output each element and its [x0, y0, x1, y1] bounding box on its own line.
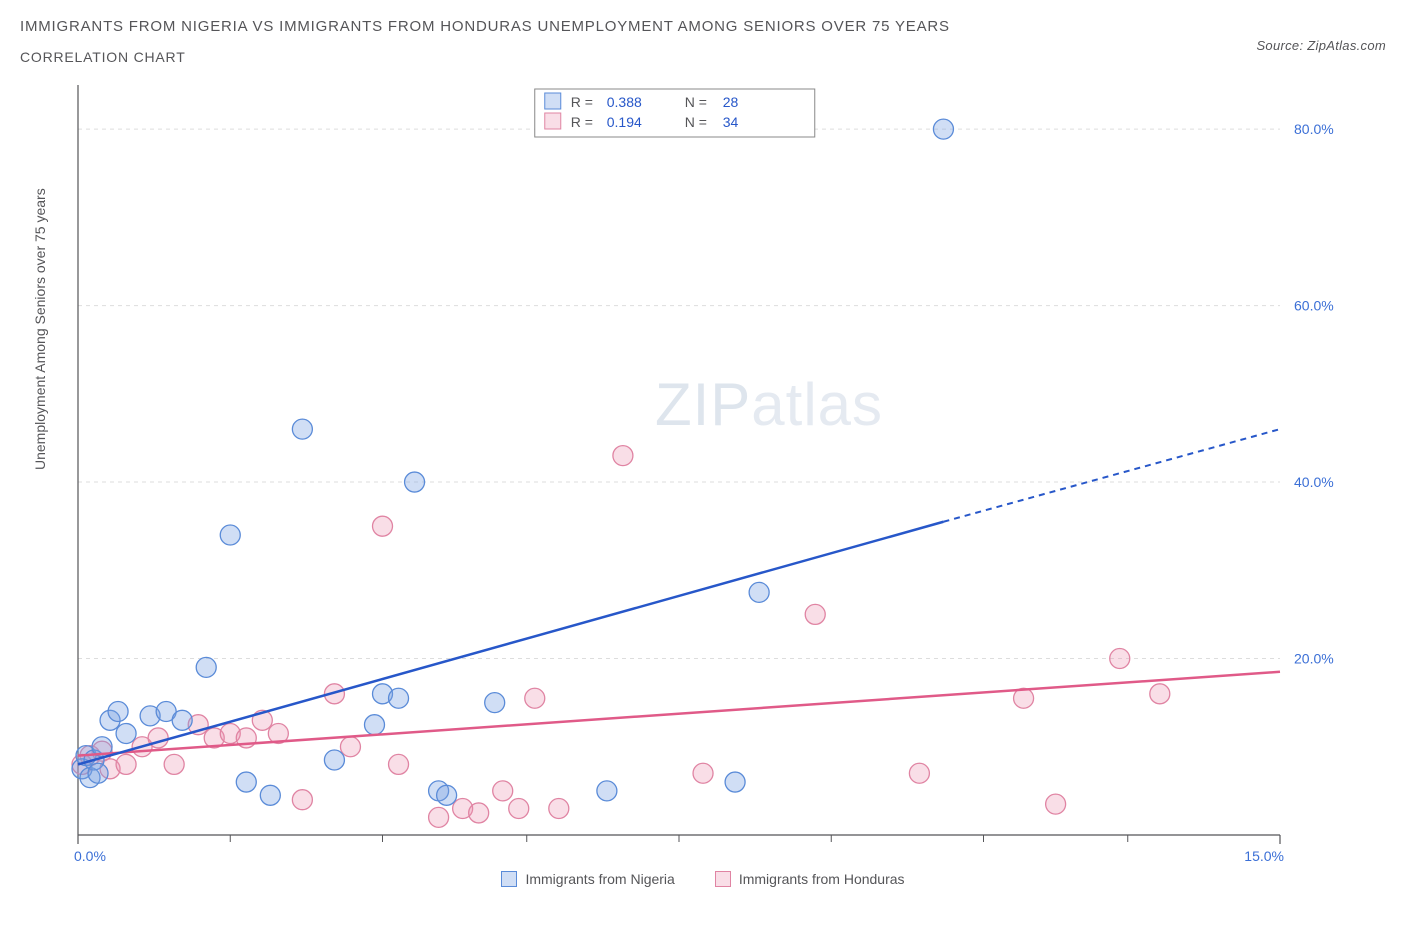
svg-text:34: 34	[723, 114, 739, 130]
legend-item-nigeria: Immigrants from Nigeria	[501, 871, 674, 887]
svg-text:N =: N =	[685, 94, 707, 110]
svg-text:15.0%: 15.0%	[1244, 848, 1284, 864]
legend-item-honduras: Immigrants from Honduras	[715, 871, 905, 887]
svg-text:40.0%: 40.0%	[1294, 474, 1334, 490]
bottom-legend: Immigrants from Nigeria Immigrants from …	[20, 871, 1386, 887]
chart-area: Unemployment Among Seniors over 75 years…	[20, 75, 1386, 865]
header: IMMIGRANTS FROM NIGERIA VS IMMIGRANTS FR…	[20, 18, 1386, 65]
scatter-plot: 20.0% 40.0% 60.0% 80.0% 0.0% 15.0% R = 0.388 N =…	[20, 75, 1350, 865]
svg-text:60.0%: 60.0%	[1294, 298, 1334, 314]
svg-text:0.0%: 0.0%	[74, 848, 106, 864]
svg-text:R =: R =	[571, 94, 593, 110]
legend-swatch-nigeria	[501, 871, 517, 887]
legend-label-nigeria: Immigrants from Nigeria	[525, 871, 674, 887]
legend-label-honduras: Immigrants from Honduras	[739, 871, 905, 887]
svg-text:0.194: 0.194	[607, 114, 642, 130]
svg-text:R =: R =	[571, 114, 593, 130]
svg-text:20.0%: 20.0%	[1294, 651, 1334, 667]
svg-text:N =: N =	[685, 114, 707, 130]
svg-text:0.388: 0.388	[607, 94, 642, 110]
svg-text:80.0%: 80.0%	[1294, 121, 1334, 137]
chart-subtitle: CORRELATION CHART	[20, 49, 1256, 65]
svg-text:28: 28	[723, 94, 739, 110]
y-axis-label: Unemployment Among Seniors over 75 years	[32, 188, 48, 470]
legend-swatch-honduras	[715, 871, 731, 887]
chart-title: IMMIGRANTS FROM NIGERIA VS IMMIGRANTS FR…	[20, 18, 1256, 35]
source-label: Source: ZipAtlas.com	[1256, 38, 1386, 53]
